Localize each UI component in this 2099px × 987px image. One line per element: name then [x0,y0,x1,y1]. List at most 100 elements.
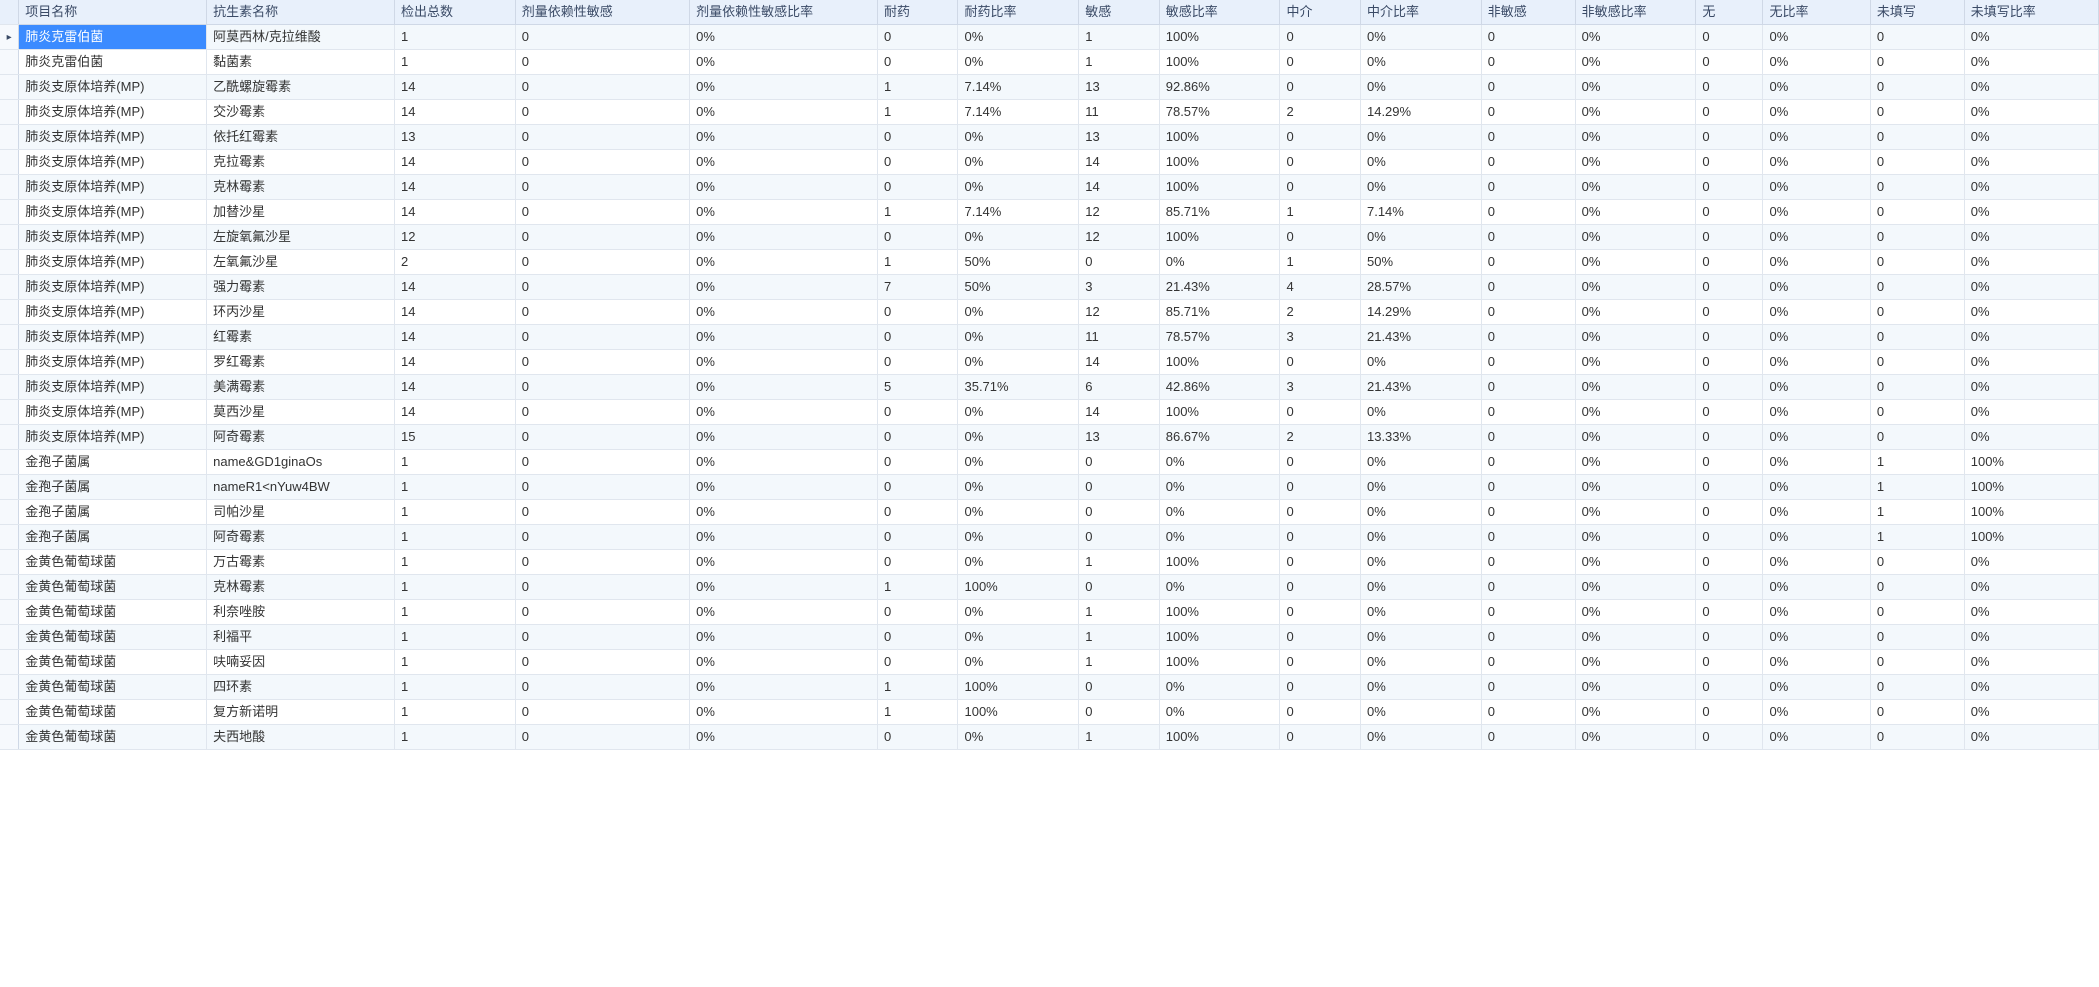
table-cell[interactable]: 0 [1870,325,1964,350]
table-cell[interactable]: 0% [1763,125,1870,150]
table-row[interactable]: 金黄色葡萄球菌复方新诺明100%1100%00%00%00%00%00% [0,700,2099,725]
table-cell[interactable]: 0% [1360,75,1481,100]
table-cell[interactable]: 13 [1079,125,1160,150]
table-cell[interactable]: 0% [690,125,878,150]
table-cell[interactable]: 12 [394,225,515,250]
table-cell[interactable]: 0% [1964,425,2098,450]
column-header[interactable]: 剂量依赖性敏感 [515,0,689,25]
table-cell[interactable]: 0% [1575,75,1696,100]
table-cell[interactable]: 0% [1964,650,2098,675]
table-row[interactable]: 肺炎支原体培养(MP)依托红霉素1300%00%13100%00%00%00%0… [0,125,2099,150]
table-cell[interactable]: 100% [1159,550,1280,575]
table-cell[interactable]: 0% [690,425,878,450]
table-cell[interactable]: 0 [1870,300,1964,325]
table-cell[interactable]: 0% [958,525,1079,550]
table-row[interactable]: 肺炎支原体培养(MP)交沙霉素1400%17.14%1178.57%214.29… [0,100,2099,125]
column-header[interactable]: 非敏感比率 [1575,0,1696,25]
table-cell[interactable]: 100% [1964,450,2098,475]
table-cell[interactable]: 1 [394,450,515,475]
column-header[interactable]: 无比率 [1763,0,1870,25]
table-cell[interactable]: 0 [1481,425,1575,450]
table-cell[interactable]: 0% [690,700,878,725]
table-cell[interactable]: 0% [1964,350,2098,375]
table-cell[interactable]: 0% [1360,400,1481,425]
table-cell[interactable]: 0 [1481,625,1575,650]
table-cell[interactable]: 0% [690,75,878,100]
table-cell[interactable]: 克拉霉素 [207,150,395,175]
table-cell[interactable]: 0 [515,550,689,575]
table-cell[interactable]: 6 [1079,375,1160,400]
table-cell[interactable]: 0 [515,575,689,600]
table-cell[interactable]: 0% [1575,700,1696,725]
table-cell[interactable]: 0% [1763,225,1870,250]
table-cell[interactable]: 0 [1696,625,1763,650]
table-cell[interactable]: 0 [1481,250,1575,275]
table-cell[interactable]: 0% [1964,600,2098,625]
table-cell[interactable]: 克林霉素 [207,175,395,200]
table-cell[interactable]: 0 [515,650,689,675]
table-cell[interactable]: 0 [877,500,958,525]
table-cell[interactable]: 0% [1360,25,1481,50]
table-cell[interactable]: 1 [877,200,958,225]
table-cell[interactable]: 85.71% [1159,300,1280,325]
table-cell[interactable]: 肺炎支原体培养(MP) [19,425,207,450]
table-cell[interactable]: 0% [958,600,1079,625]
table-cell[interactable]: 0% [958,150,1079,175]
table-cell[interactable]: 1 [877,100,958,125]
table-cell[interactable]: 0% [958,350,1079,375]
table-cell[interactable]: 0% [1360,725,1481,750]
data-grid[interactable]: 项目名称抗生素名称检出总数剂量依赖性敏感剂量依赖性敏感比率耐药耐药比率敏感敏感比… [0,0,2099,750]
table-cell[interactable]: 0% [1575,350,1696,375]
table-cell[interactable]: 0% [1575,450,1696,475]
table-cell[interactable]: 0% [958,300,1079,325]
table-cell[interactable]: 0 [1696,575,1763,600]
table-cell[interactable]: 0% [1964,150,2098,175]
table-cell[interactable]: 13 [394,125,515,150]
table-cell[interactable]: 0% [1763,550,1870,575]
table-cell[interactable]: 0 [1696,350,1763,375]
table-cell[interactable]: 0 [877,50,958,75]
table-cell[interactable]: 7.14% [1360,200,1481,225]
table-row[interactable]: 金黄色葡萄球菌四环素100%1100%00%00%00%00%00% [0,675,2099,700]
table-cell[interactable]: 0 [1280,150,1361,175]
table-cell[interactable]: 0% [690,50,878,75]
table-cell[interactable]: 0% [1763,200,1870,225]
table-cell[interactable]: 0 [1870,175,1964,200]
table-cell[interactable]: 0% [1575,225,1696,250]
table-cell[interactable]: 呋喃妥因 [207,650,395,675]
table-cell[interactable]: 0 [1481,525,1575,550]
table-cell[interactable]: 0% [958,25,1079,50]
table-cell[interactable]: 0% [690,550,878,575]
table-cell[interactable]: 0% [958,550,1079,575]
column-header[interactable]: 中介 [1280,0,1361,25]
table-cell[interactable]: 0 [1079,475,1160,500]
table-cell[interactable]: 14 [394,275,515,300]
table-cell[interactable]: 0% [1360,575,1481,600]
table-cell[interactable]: 21.43% [1360,325,1481,350]
table-cell[interactable]: 0 [1079,525,1160,550]
table-cell[interactable]: 1 [394,475,515,500]
table-cell[interactable]: 0 [515,375,689,400]
table-cell[interactable]: 0% [1964,25,2098,50]
table-cell[interactable]: 0% [958,625,1079,650]
table-cell[interactable]: 0 [1696,250,1763,275]
table-cell[interactable]: 0% [1763,75,1870,100]
table-cell[interactable]: 0% [1575,100,1696,125]
table-row[interactable]: 肺炎支原体培养(MP)罗红霉素1400%00%14100%00%00%00%00… [0,350,2099,375]
table-cell[interactable]: 0 [877,300,958,325]
table-cell[interactable]: 0% [690,300,878,325]
table-cell[interactable]: 0 [1696,75,1763,100]
table-cell[interactable]: 0 [877,225,958,250]
table-cell[interactable]: 0 [877,25,958,50]
table-cell[interactable]: 0 [515,100,689,125]
table-cell[interactable]: 0% [1159,475,1280,500]
table-cell[interactable]: 0 [877,175,958,200]
table-cell[interactable]: 100% [1159,50,1280,75]
table-cell[interactable]: 1 [1870,450,1964,475]
table-cell[interactable]: 2 [1280,100,1361,125]
table-cell[interactable]: 0% [1159,575,1280,600]
table-cell[interactable]: 0 [1870,575,1964,600]
column-header[interactable]: 剂量依赖性敏感比率 [690,0,878,25]
table-cell[interactable]: 0 [1696,650,1763,675]
table-cell[interactable]: 肺炎支原体培养(MP) [19,75,207,100]
